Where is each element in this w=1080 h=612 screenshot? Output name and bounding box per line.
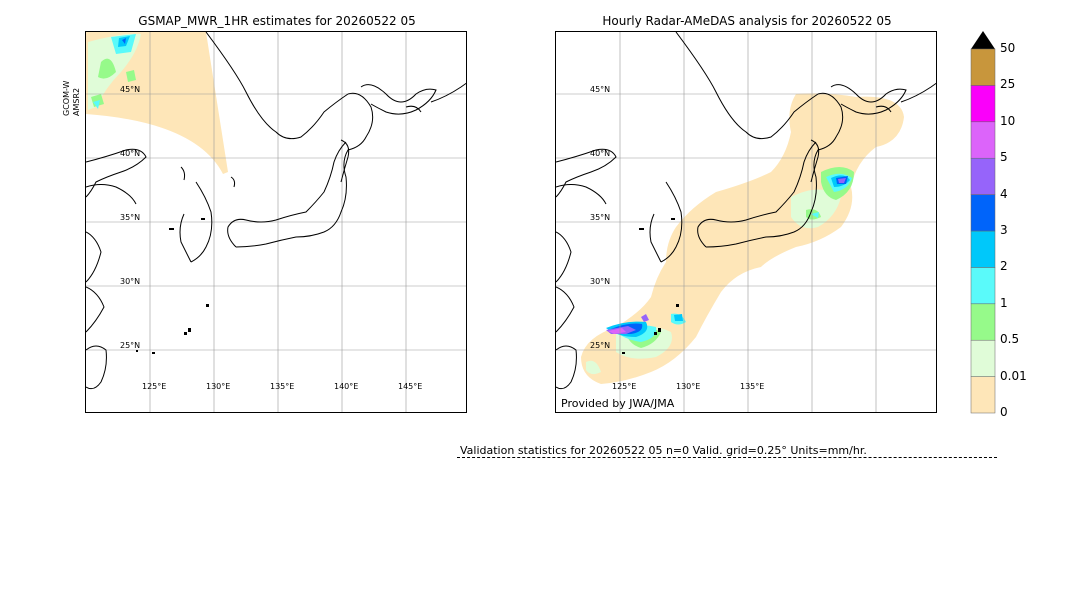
colorbar-tick-label: 50 (1000, 41, 1016, 55)
lon-label-130: 130°E (206, 382, 230, 391)
moderate-rain-area (91, 58, 136, 107)
colorbar-swatch (970, 339, 996, 377)
small-islands (622, 218, 679, 354)
colorbar-extend-arrow (971, 31, 995, 49)
lon-label-140: 140°E (334, 382, 358, 391)
validation-divider (457, 457, 997, 458)
colorbar-tick-label: 10 (1000, 113, 1016, 128)
lat-label-30: 30°N (120, 277, 140, 286)
lat-label-30: 30°N (590, 277, 610, 286)
colorbar-tick-label: 3 (1000, 223, 1008, 237)
colorbar-tick-label: 0.01 (1000, 368, 1027, 383)
colorbar-tick-label: 0.5 (1000, 332, 1020, 347)
colorbar-swatch (970, 157, 996, 195)
colorbar-swatch (970, 85, 996, 123)
lat-label-25: 25°N (120, 341, 140, 350)
lat-label-40: 40°N (120, 149, 140, 158)
lon-label-130: 130°E (676, 382, 700, 391)
colorbar-tick-label: 2 (1000, 259, 1008, 274)
lat-label-45: 45°N (590, 85, 610, 94)
lon-label-145: 145°E (398, 382, 422, 391)
lon-label-125: 125°E (612, 382, 636, 391)
extreme-rain-area (608, 328, 626, 334)
lon-label-135: 135°E (740, 382, 764, 391)
graticule (86, 32, 466, 412)
left-map-title: GSMAP_MWR_1HR estimates for 20260522 05 (138, 14, 416, 28)
coastline (556, 32, 936, 390)
data-credit: Provided by JWA/JMA (561, 397, 675, 410)
colorbar-swatch (970, 121, 996, 159)
colorbar-swatch (970, 376, 996, 414)
colorbar-tick-label: 4 (1000, 186, 1008, 201)
satellite-label-2: AMSR2 (72, 87, 81, 116)
lat-label-25: 25°N (590, 341, 610, 350)
colorbar-swatches (970, 48, 996, 414)
lat-label-35: 35°N (120, 213, 140, 222)
gsmap-estimate-map: 45°N 40°N 35°N 30°N 25°N 125°E 130°E 135… (85, 31, 467, 413)
colorbar-tick-label: 0 (1000, 405, 1008, 419)
radar-amedas-map: 45°N 40°N 35°N 30°N 25°N 125°E 130°E 135… (555, 31, 937, 413)
lat-label-45: 45°N (120, 85, 140, 94)
colorbar (970, 31, 996, 414)
colorbar-swatch (970, 303, 996, 341)
validation-statistics: Validation statistics for 20260522 05 n=… (460, 444, 867, 457)
colorbar-swatch (970, 230, 996, 268)
small-islands (136, 218, 209, 354)
colorbar-swatch (970, 48, 996, 86)
colorbar-swatch (970, 194, 996, 232)
lon-label-135: 135°E (270, 382, 294, 391)
colorbar-tick-label: 1 (1000, 295, 1008, 310)
coastline (86, 32, 466, 390)
heavy-rain-area (93, 34, 136, 109)
satellite-label-1: GCOM-W (62, 80, 71, 116)
lat-label-40: 40°N (590, 149, 610, 158)
lon-label-125: 125°E (142, 382, 166, 391)
colorbar-tick-label: 25 (1000, 77, 1016, 92)
light-precip-area (581, 93, 904, 384)
right-map-title: Hourly Radar-AMeDAS analysis for 2026052… (602, 14, 892, 28)
colorbar-tick-label: 5 (1000, 150, 1008, 165)
very-intense-rain-area (122, 38, 126, 44)
graticule (556, 32, 936, 412)
lat-label-35: 35°N (590, 213, 610, 222)
colorbar-swatch (970, 267, 996, 305)
